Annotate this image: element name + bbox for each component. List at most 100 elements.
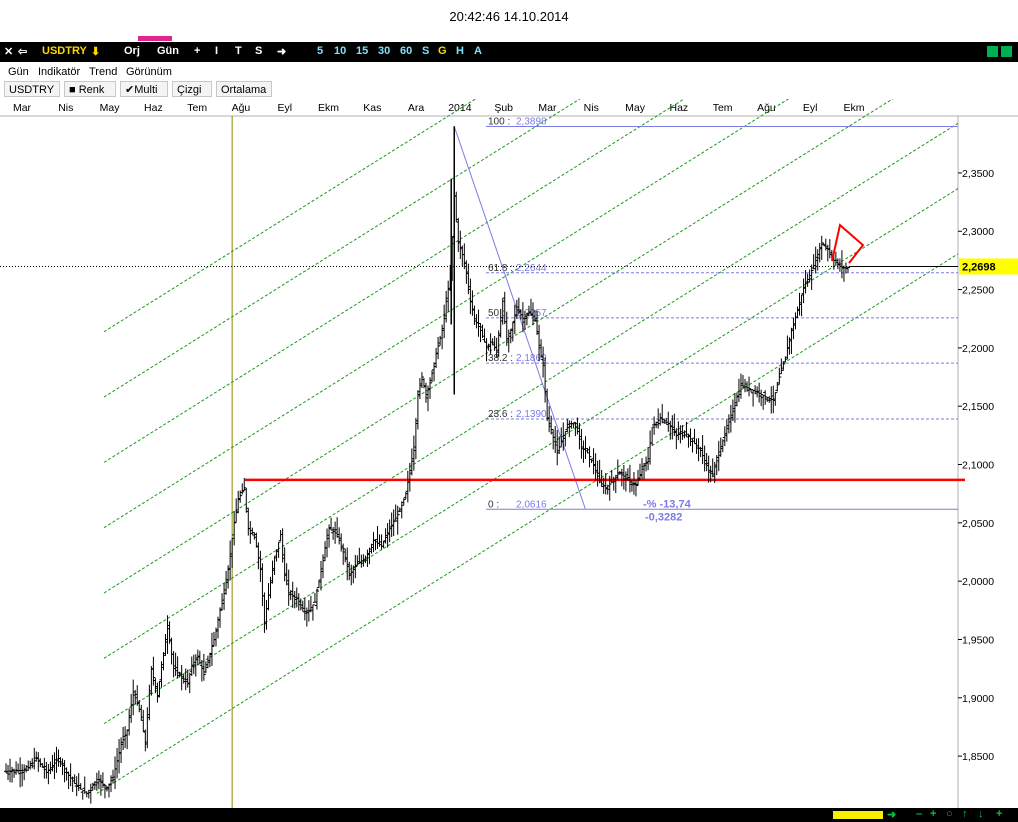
tool-s-button[interactable]: S [255,45,263,57]
channel-line [103,0,739,398]
tab-ortalama[interactable]: Ortalama [216,81,272,97]
x-tick-label: Eyl [803,102,818,114]
current-price-label: 2,2698 [962,261,996,273]
menu-indikator[interactable]: Indikatör [38,66,81,78]
fibo-level-value: 2,0616 [516,499,547,510]
reset-zoom-icon[interactable]: ○ [946,808,953,820]
tab-renk[interactable]: ■ Renk [64,81,116,97]
interval-s[interactable]: S [422,45,430,57]
current-price-badge [959,258,1018,275]
interval-60[interactable]: 60 [400,45,413,57]
orj-button[interactable]: Orj [124,45,140,57]
maximize-icon[interactable] [1001,46,1012,57]
x-tick-label: Haz [144,102,163,114]
y-tick-label: 2,1500 [962,401,994,413]
x-tick-label: Mar [13,102,32,114]
title-bar: 20:42:46 14.10.2014 [0,0,1018,42]
scroll-thumb[interactable] [833,811,883,819]
active-window-marker [138,36,172,41]
period-button[interactable]: Gün [157,45,179,57]
tool-t-button[interactable]: T [235,45,242,57]
fibo-level-tag: 61.8 : [488,263,513,274]
y-tick-label: 2,2500 [962,285,994,297]
tab-symbol-label: USDTRY [9,84,55,96]
y-tick-label: 1,9000 [962,693,994,705]
x-tick-label: May [625,102,646,114]
x-tick-label: Nis [584,102,599,114]
channel-line [103,188,959,725]
download-arrow-icon[interactable]: ⬇ [91,46,101,58]
forward-arrow-icon[interactable]: ➜ [277,46,287,58]
chart-toolbar: ✕ ⇦ USDTRY ⬇ Orj Gün + I T S ➜ 5 10 15 3… [0,42,1018,62]
chart-background [0,99,1018,808]
interval-a[interactable]: A [474,45,482,57]
x-tick-label: 2014 [448,102,472,114]
fibo-level-value: 2,1869 [516,353,547,364]
channel-line [103,0,843,463]
back-arrow-icon[interactable]: ⇦ [18,46,28,58]
zoom-out-icon[interactable]: – [916,808,923,820]
y-tick-label: 2,3000 [962,226,994,238]
fibo-level-value: 2,3898 [516,117,547,128]
fibo-level-tag: 0 : [488,499,499,510]
status-bar: ➜ – + ○ ↑ ↓ + [0,808,1018,822]
tab-cizgi[interactable]: Çizgi [172,81,212,97]
channel-line [103,0,948,529]
shift-up-icon[interactable]: ↑ [962,808,968,820]
tool-i-button[interactable]: I [215,45,219,57]
y-tick-label: 1,9500 [962,634,994,646]
tab-symbol[interactable]: USDTRY [4,81,60,97]
menu-trend[interactable]: Trend [89,66,118,78]
interval-30[interactable]: 30 [378,45,391,57]
channel-line [103,0,635,333]
add-panel-icon[interactable]: + [996,808,1003,820]
y-tick-label: 2,2000 [962,343,994,355]
fibo-level-value: 2,2644 [516,263,547,274]
x-tick-label: May [100,102,121,114]
fibo-level-value: 2,1390 [516,409,547,420]
channel-line [96,253,959,794]
x-tick-label: Ağu [232,102,251,114]
interval-10[interactable]: 10 [334,45,347,57]
diamond-pattern-mark [831,223,865,264]
channel-line [103,122,959,659]
x-tick-label: Ara [408,102,425,114]
square-icon: ■ [69,84,79,96]
x-tick-label: Şub [494,102,513,114]
fibo-level-value: 2,2257 [516,308,547,319]
interval-5[interactable]: 5 [317,45,324,57]
fibo-level-tag: 100 : [488,117,510,128]
tab-multi[interactable]: ✔Multi [120,81,168,97]
zoom-in-icon[interactable]: + [930,808,937,820]
y-tick-label: 2,0000 [962,576,994,588]
interval-h[interactable]: H [456,45,464,57]
x-tick-label: Haz [669,102,688,114]
x-tick-label: Tem [187,102,207,114]
menu-gun[interactable]: Gün [8,66,29,78]
menu-gorunum[interactable]: Görünüm [126,66,172,78]
shift-down-icon[interactable]: ↓ [978,808,984,820]
tab-ortalama-label: Ortalama [221,84,267,96]
fibo-level-tag: 50 : [488,308,505,319]
interval-g[interactable]: G [438,45,447,57]
symbol-button[interactable]: USDTRY [42,45,87,57]
x-tick-label: Nis [58,102,73,114]
checkmark-icon: ✔ [125,84,135,96]
y-tick-label: 1,8500 [962,751,994,763]
tab-cizgi-label: Çizgi [177,84,202,96]
close-icon[interactable]: ✕ [4,46,14,58]
fibo-level-tag: 23.6 : [488,409,513,420]
tab-multi-label: Multi [134,84,158,96]
x-tick-label: Kas [363,102,381,114]
x-tick-label: Eyl [277,102,292,114]
interval-15[interactable]: 15 [356,45,369,57]
change-percent-label: -% -13,74 [643,498,692,510]
x-tick-label: Tem [713,102,733,114]
y-tick-label: 2,3500 [962,168,994,180]
scroll-right-icon[interactable]: ➜ [887,809,897,821]
tool-plus-button[interactable]: + [194,45,201,57]
x-tick-label: Ekm [844,102,865,114]
minimize-icon[interactable] [987,46,998,57]
